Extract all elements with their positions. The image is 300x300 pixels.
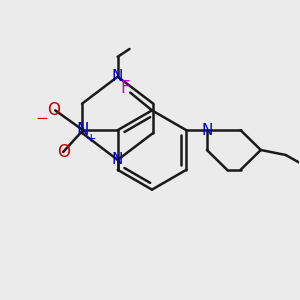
- Text: N: N: [112, 152, 123, 167]
- Text: O: O: [47, 101, 60, 119]
- Text: O: O: [57, 143, 70, 161]
- Text: N: N: [77, 121, 89, 139]
- Text: N: N: [112, 69, 123, 84]
- Text: −: −: [35, 111, 48, 126]
- Text: +: +: [85, 132, 96, 145]
- Text: F: F: [121, 79, 130, 97]
- Text: N: N: [201, 123, 213, 138]
